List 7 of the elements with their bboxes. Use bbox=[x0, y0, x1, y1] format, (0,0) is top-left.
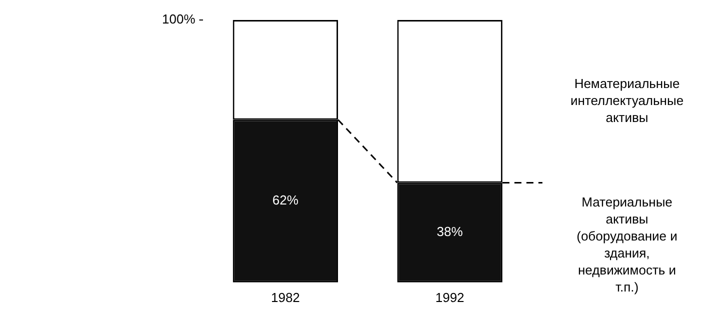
text: Материальные активы (оборудование и здания, недвижимость и т.п.) bbox=[576, 194, 678, 294]
data-label: 38% bbox=[436, 224, 464, 240]
x-tick-label: 1982 bbox=[270, 290, 300, 305]
y-tick-label: 100% bbox=[162, 12, 196, 27]
data-label: 62% bbox=[272, 192, 299, 208]
text: Нематериальные интеллектуальные активы bbox=[570, 76, 684, 125]
x-tick-label: 1992 bbox=[435, 290, 464, 305]
